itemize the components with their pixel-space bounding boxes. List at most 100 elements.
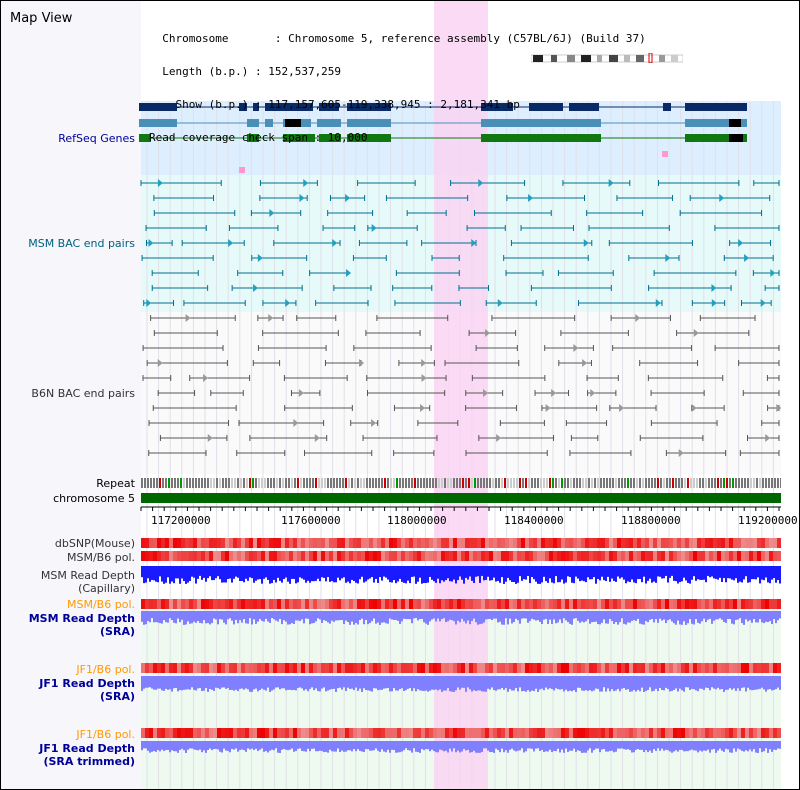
track-label-jf1-b6-pol-1[interactable]: JF1/B6 pol. bbox=[76, 663, 135, 676]
pol-heat-cell bbox=[661, 599, 665, 609]
gene-exon[interactable] bbox=[285, 119, 297, 127]
gene-exon[interactable] bbox=[663, 103, 671, 111]
gene-exon[interactable] bbox=[283, 134, 315, 142]
gene-exon[interactable] bbox=[139, 134, 151, 142]
gene-exon[interactable] bbox=[247, 134, 259, 142]
read-depth-bar bbox=[435, 566, 437, 583]
gene-exon[interactable] bbox=[253, 103, 259, 111]
bac-end-arrow bbox=[345, 194, 351, 202]
refseq-marker[interactable] bbox=[239, 167, 245, 173]
track-label-msm-b6-pol-1[interactable]: MSM/B6 pol. bbox=[67, 551, 135, 564]
read-depth-bar bbox=[655, 566, 657, 583]
gene-exon[interactable] bbox=[529, 103, 563, 111]
gene-exon[interactable] bbox=[319, 103, 339, 111]
gene-exon[interactable] bbox=[685, 134, 747, 142]
pol-heat-cell bbox=[557, 728, 561, 738]
gene-exon[interactable] bbox=[347, 103, 391, 111]
read-depth-bar bbox=[331, 566, 333, 582]
gene-exon[interactable] bbox=[481, 103, 513, 111]
read-depth-bar bbox=[429, 611, 431, 622]
pol-heat-cell bbox=[773, 663, 777, 673]
read-depth-bar bbox=[641, 611, 643, 625]
polymorphism-heat-tracks[interactable] bbox=[141, 538, 781, 738]
gene-exon[interactable] bbox=[239, 103, 247, 111]
gene-exon[interactable] bbox=[481, 119, 601, 127]
read-depth-tracks[interactable] bbox=[141, 566, 781, 753]
read-depth-bar bbox=[297, 741, 299, 749]
chromosome-ideogram[interactable] bbox=[531, 53, 683, 63]
read-depth-bar bbox=[299, 566, 301, 578]
track-label-dbsnp[interactable]: dbSNP(Mouse) bbox=[54, 537, 135, 550]
info-line-read-coverage: Read coverage check span : 10,000 bbox=[149, 131, 368, 144]
read-depth-bar bbox=[667, 676, 669, 690]
repeat-track[interactable] bbox=[141, 478, 782, 488]
pol-heat-cell bbox=[369, 728, 373, 738]
track-label-msm-read-depth-sra[interactable]: MSM Read Depth bbox=[28, 612, 135, 625]
gene-exon[interactable] bbox=[347, 134, 391, 142]
read-depth-bar bbox=[461, 566, 463, 580]
read-depth-bar bbox=[177, 566, 179, 579]
gene-exon[interactable] bbox=[729, 119, 741, 127]
read-depth-bar bbox=[677, 741, 679, 752]
track-label-msm-bac[interactable]: MSM BAC end pairs bbox=[28, 237, 135, 250]
read-depth-bar bbox=[733, 611, 735, 625]
read-depth-bar bbox=[635, 741, 637, 750]
gene-exon[interactable] bbox=[569, 103, 599, 111]
repeat-element bbox=[543, 478, 545, 488]
gene-exon[interactable] bbox=[685, 103, 747, 111]
gene-exon[interactable] bbox=[347, 119, 391, 127]
pol-heat-cell bbox=[481, 538, 485, 548]
read-depth-bar bbox=[143, 566, 145, 584]
read-depth-bar bbox=[485, 676, 487, 692]
chromosome-bar bbox=[141, 493, 781, 503]
read-depth-bar bbox=[651, 741, 653, 753]
track-label-repeat[interactable]: Repeat bbox=[96, 477, 135, 490]
b6n-bac-end-pairs[interactable] bbox=[142, 314, 782, 457]
repeat-element bbox=[327, 478, 329, 488]
track-label-jf1-b6-pol-2[interactable]: JF1/B6 pol. bbox=[76, 728, 135, 741]
pol-heat-cell bbox=[561, 551, 565, 561]
pol-heat-cell bbox=[537, 538, 541, 548]
repeat-element bbox=[240, 478, 242, 488]
gene-exon[interactable] bbox=[139, 119, 177, 127]
gene-exon[interactable] bbox=[319, 134, 341, 142]
read-depth-bar bbox=[539, 741, 541, 751]
gene-exon[interactable] bbox=[265, 103, 313, 111]
pol-heat-cell bbox=[585, 551, 589, 561]
track-label-msm-b6-pol-2[interactable]: MSM/B6 pol. bbox=[67, 598, 135, 611]
gene-exon[interactable] bbox=[139, 103, 177, 111]
read-depth-bar bbox=[193, 611, 195, 622]
pol-heat-cell bbox=[545, 599, 549, 609]
gene-exon[interactable] bbox=[317, 119, 341, 127]
gene-exon[interactable] bbox=[481, 134, 601, 142]
pol-heat-cell bbox=[549, 663, 553, 673]
read-depth-bar bbox=[447, 566, 449, 579]
pol-heat-cell bbox=[745, 599, 749, 609]
track-label-msm-read-depth-capillary[interactable]: MSM Read Depth bbox=[40, 569, 135, 582]
track-label-refseq[interactable]: RefSeq Genes bbox=[58, 132, 135, 145]
track-label-jf1-read-depth-trimmed[interactable]: JF1 Read Depth bbox=[39, 742, 135, 755]
track-label-jf1-read-depth-sra[interactable]: JF1 Read Depth bbox=[39, 677, 135, 690]
pol-heat-cell bbox=[369, 551, 373, 561]
refseq-gene-models[interactable] bbox=[139, 103, 747, 173]
pol-heat-cell bbox=[145, 538, 149, 548]
gene-exon[interactable] bbox=[729, 134, 743, 142]
read-depth-bar bbox=[743, 741, 745, 752]
gene-exon[interactable] bbox=[685, 119, 747, 127]
read-depth-bar bbox=[533, 566, 535, 580]
gene-exon[interactable] bbox=[265, 119, 273, 127]
gene-exon[interactable] bbox=[247, 119, 259, 127]
selected-region-highlight[interactable] bbox=[434, 1, 488, 789]
repeat-element bbox=[372, 478, 374, 488]
read-depth-bar bbox=[559, 611, 561, 620]
track-label-b6n-bac[interactable]: B6N BAC end pairs bbox=[31, 387, 135, 400]
read-depth-bar bbox=[773, 611, 775, 620]
msm-bac-end-pairs[interactable] bbox=[140, 179, 780, 307]
pol-heat-cell bbox=[577, 599, 581, 609]
read-depth-bar bbox=[369, 566, 371, 579]
read-depth-bar bbox=[473, 566, 475, 583]
read-depth-bar bbox=[615, 611, 617, 623]
gene-exon[interactable] bbox=[294, 119, 301, 127]
refseq-marker[interactable] bbox=[662, 151, 668, 157]
